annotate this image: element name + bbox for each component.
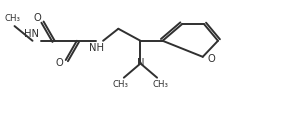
Text: O: O bbox=[34, 13, 41, 23]
Text: NH: NH bbox=[89, 43, 104, 53]
Text: HN: HN bbox=[24, 29, 39, 39]
Text: CH₃: CH₃ bbox=[152, 80, 168, 89]
Text: N: N bbox=[137, 58, 144, 68]
Text: O: O bbox=[56, 58, 64, 68]
Text: CH₃: CH₃ bbox=[112, 80, 128, 89]
Text: O: O bbox=[207, 54, 215, 64]
Text: CH₃: CH₃ bbox=[4, 14, 20, 23]
